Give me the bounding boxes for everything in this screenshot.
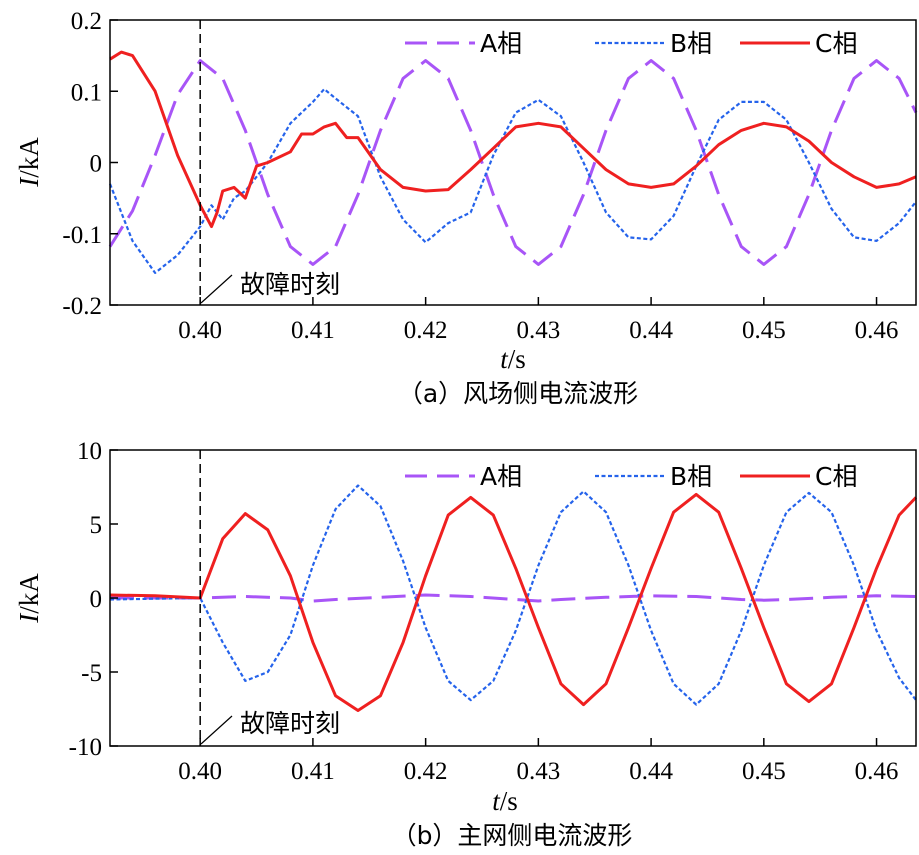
y-axis-label: I/kA (14, 573, 44, 624)
y-tick-label: 0 (90, 586, 103, 613)
series-line-c-phase (109, 492, 918, 712)
y-tick-label: 10 (77, 438, 102, 465)
y-tick-label: 0.2 (71, 8, 102, 35)
y-axis-label: I/kA (14, 137, 44, 188)
legend-label: B相 (670, 462, 712, 491)
x-tick-label: 0.42 (404, 317, 448, 344)
fault-annotation: 故障时刻 (240, 709, 340, 738)
x-tick-label: 0.44 (629, 317, 673, 344)
caption-a: （a）风场侧电流波形 (398, 379, 638, 408)
y-tick-label: -5 (81, 660, 102, 687)
series-line-b-phase (108, 87, 917, 274)
series-line-a-phase (108, 59, 918, 266)
legend: A相 B相 C相 (405, 462, 857, 491)
x-tick-label: 0.43 (516, 758, 560, 785)
y-tick-label: -0.1 (62, 222, 102, 249)
legend: A相 B相 C相 (405, 29, 857, 58)
x-tick-label: 0.45 (742, 758, 786, 785)
fault-annotation-leader (200, 715, 233, 745)
plot-frame (109, 19, 917, 306)
legend-label: C相 (815, 462, 857, 491)
x-tick-label: 0.46 (855, 758, 899, 785)
x-tick-label: 0.40 (178, 317, 222, 344)
y-tick-label: 0.1 (71, 79, 102, 106)
legend-label: C相 (815, 29, 857, 58)
y-tick-label: -10 (69, 734, 102, 761)
x-tick-label: 0.41 (291, 758, 335, 785)
legend-label: A相 (480, 462, 522, 491)
y-tick-label: 5 (90, 512, 103, 539)
y-tick-label: -0.2 (62, 293, 102, 320)
fault-annotation-leader (200, 274, 233, 304)
x-tick-label: 0.46 (855, 317, 899, 344)
series-line-b-phase (109, 484, 917, 706)
series-line-a-phase (110, 593, 917, 603)
legend-label: A相 (480, 29, 522, 58)
x-axis-label: t/s (492, 786, 518, 816)
x-tick-label: 0.45 (742, 317, 786, 344)
x-tick-label: 0.41 (291, 317, 335, 344)
legend-label: B相 (670, 29, 712, 58)
x-tick-label: 0.42 (404, 758, 448, 785)
x-tick-label: 0.43 (516, 317, 560, 344)
x-axis-label: t/s (500, 344, 526, 374)
panel-main-grid-current: 0.40 0.41 0.42 0.43 0.44 0.45 0.46 -10 -5 0 5 10 故障… (14, 438, 918, 850)
fault-annotation: 故障时刻 (240, 270, 340, 299)
series-line-c-phase (109, 50, 917, 229)
caption-b: （b）主网侧电流波形 (392, 821, 633, 850)
x-tick-label: 0.40 (178, 758, 222, 785)
y-tick-label: 0 (90, 151, 103, 178)
panel-wind-farm-current: 0.40 0.41 0.42 0.43 0.44 0.45 0.46 -0.2 -0.1 0 0.1… (14, 8, 918, 408)
x-tick-label: 0.44 (629, 758, 673, 785)
